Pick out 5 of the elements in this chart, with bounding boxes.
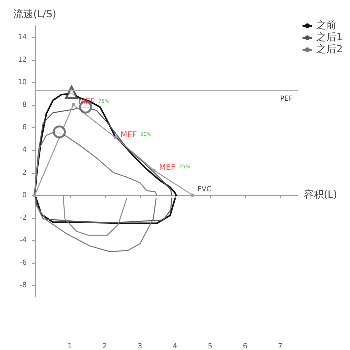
legend-label: 之后2	[316, 44, 344, 56]
legend-label: 之前	[316, 20, 337, 32]
y-axis-title: 流速(L/S)	[13, 8, 57, 20]
legend-label: 之后1	[316, 32, 344, 44]
x-axis-title: 容积(L)	[304, 188, 338, 201]
